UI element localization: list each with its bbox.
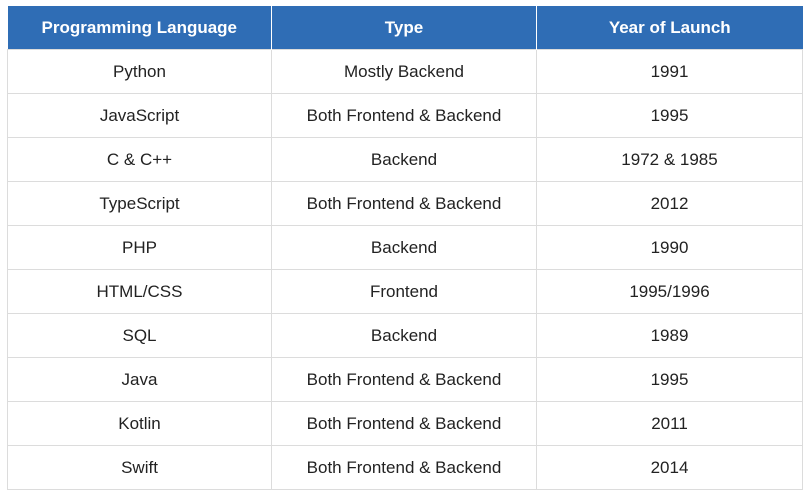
- cell-year: 1989: [536, 313, 803, 358]
- header-programming-language: Programming Language: [7, 6, 272, 50]
- cell-type: Both Frontend & Backend: [271, 181, 537, 226]
- cell-year: 1972 & 1985: [536, 137, 803, 182]
- header-row: Programming Language Type Year of Launch: [7, 6, 803, 50]
- cell-type: Frontend: [271, 269, 537, 314]
- table-row: HTML/CSS Frontend 1995/1996: [7, 269, 803, 314]
- table-row: JavaScript Both Frontend & Backend 1995: [7, 93, 803, 138]
- cell-type: Backend: [271, 225, 537, 270]
- cell-type: Mostly Backend: [271, 49, 537, 94]
- cell-year: 1995/1996: [536, 269, 803, 314]
- table-header: Programming Language Type Year of Launch: [7, 6, 803, 50]
- cell-year: 1990: [536, 225, 803, 270]
- cell-language: Swift: [7, 445, 272, 490]
- table-row: SQL Backend 1989: [7, 313, 803, 358]
- table-body: Python Mostly Backend 1991 JavaScript Bo…: [7, 49, 803, 490]
- languages-table-container: Programming Language Type Year of Launch…: [7, 6, 803, 490]
- cell-language: Java: [7, 357, 272, 402]
- table-row: C & C++ Backend 1972 & 1985: [7, 137, 803, 182]
- cell-language: SQL: [7, 313, 272, 358]
- cell-language: JavaScript: [7, 93, 272, 138]
- cell-type: Both Frontend & Backend: [271, 93, 537, 138]
- cell-year: 1995: [536, 93, 803, 138]
- cell-language: C & C++: [7, 137, 272, 182]
- cell-type: Both Frontend & Backend: [271, 401, 537, 446]
- table-row: Swift Both Frontend & Backend 2014: [7, 445, 803, 490]
- table-row: TypeScript Both Frontend & Backend 2012: [7, 181, 803, 226]
- cell-type: Backend: [271, 137, 537, 182]
- header-year-of-launch: Year of Launch: [536, 6, 803, 50]
- table-row: Python Mostly Backend 1991: [7, 49, 803, 94]
- cell-language: Python: [7, 49, 272, 94]
- cell-language: Kotlin: [7, 401, 272, 446]
- table-row: Kotlin Both Frontend & Backend 2011: [7, 401, 803, 446]
- cell-type: Both Frontend & Backend: [271, 445, 537, 490]
- languages-table: Programming Language Type Year of Launch…: [7, 6, 803, 490]
- cell-year: 2012: [536, 181, 803, 226]
- cell-year: 2014: [536, 445, 803, 490]
- cell-language: PHP: [7, 225, 272, 270]
- cell-year: 2011: [536, 401, 803, 446]
- cell-year: 1991: [536, 49, 803, 94]
- cell-year: 1995: [536, 357, 803, 402]
- header-type: Type: [271, 6, 537, 50]
- table-row: PHP Backend 1990: [7, 225, 803, 270]
- table-row: Java Both Frontend & Backend 1995: [7, 357, 803, 402]
- cell-language: HTML/CSS: [7, 269, 272, 314]
- cell-type: Both Frontend & Backend: [271, 357, 537, 402]
- cell-type: Backend: [271, 313, 537, 358]
- cell-language: TypeScript: [7, 181, 272, 226]
